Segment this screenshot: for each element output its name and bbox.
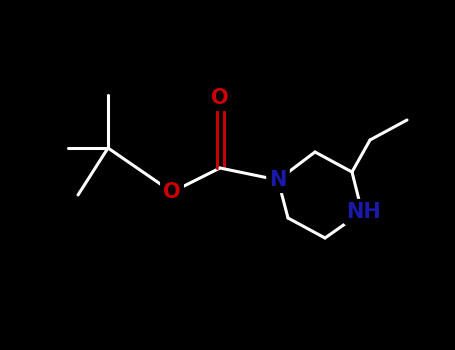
Text: N: N xyxy=(269,170,287,190)
Text: O: O xyxy=(163,182,181,202)
Text: O: O xyxy=(211,88,229,108)
Text: NH: NH xyxy=(347,202,381,222)
